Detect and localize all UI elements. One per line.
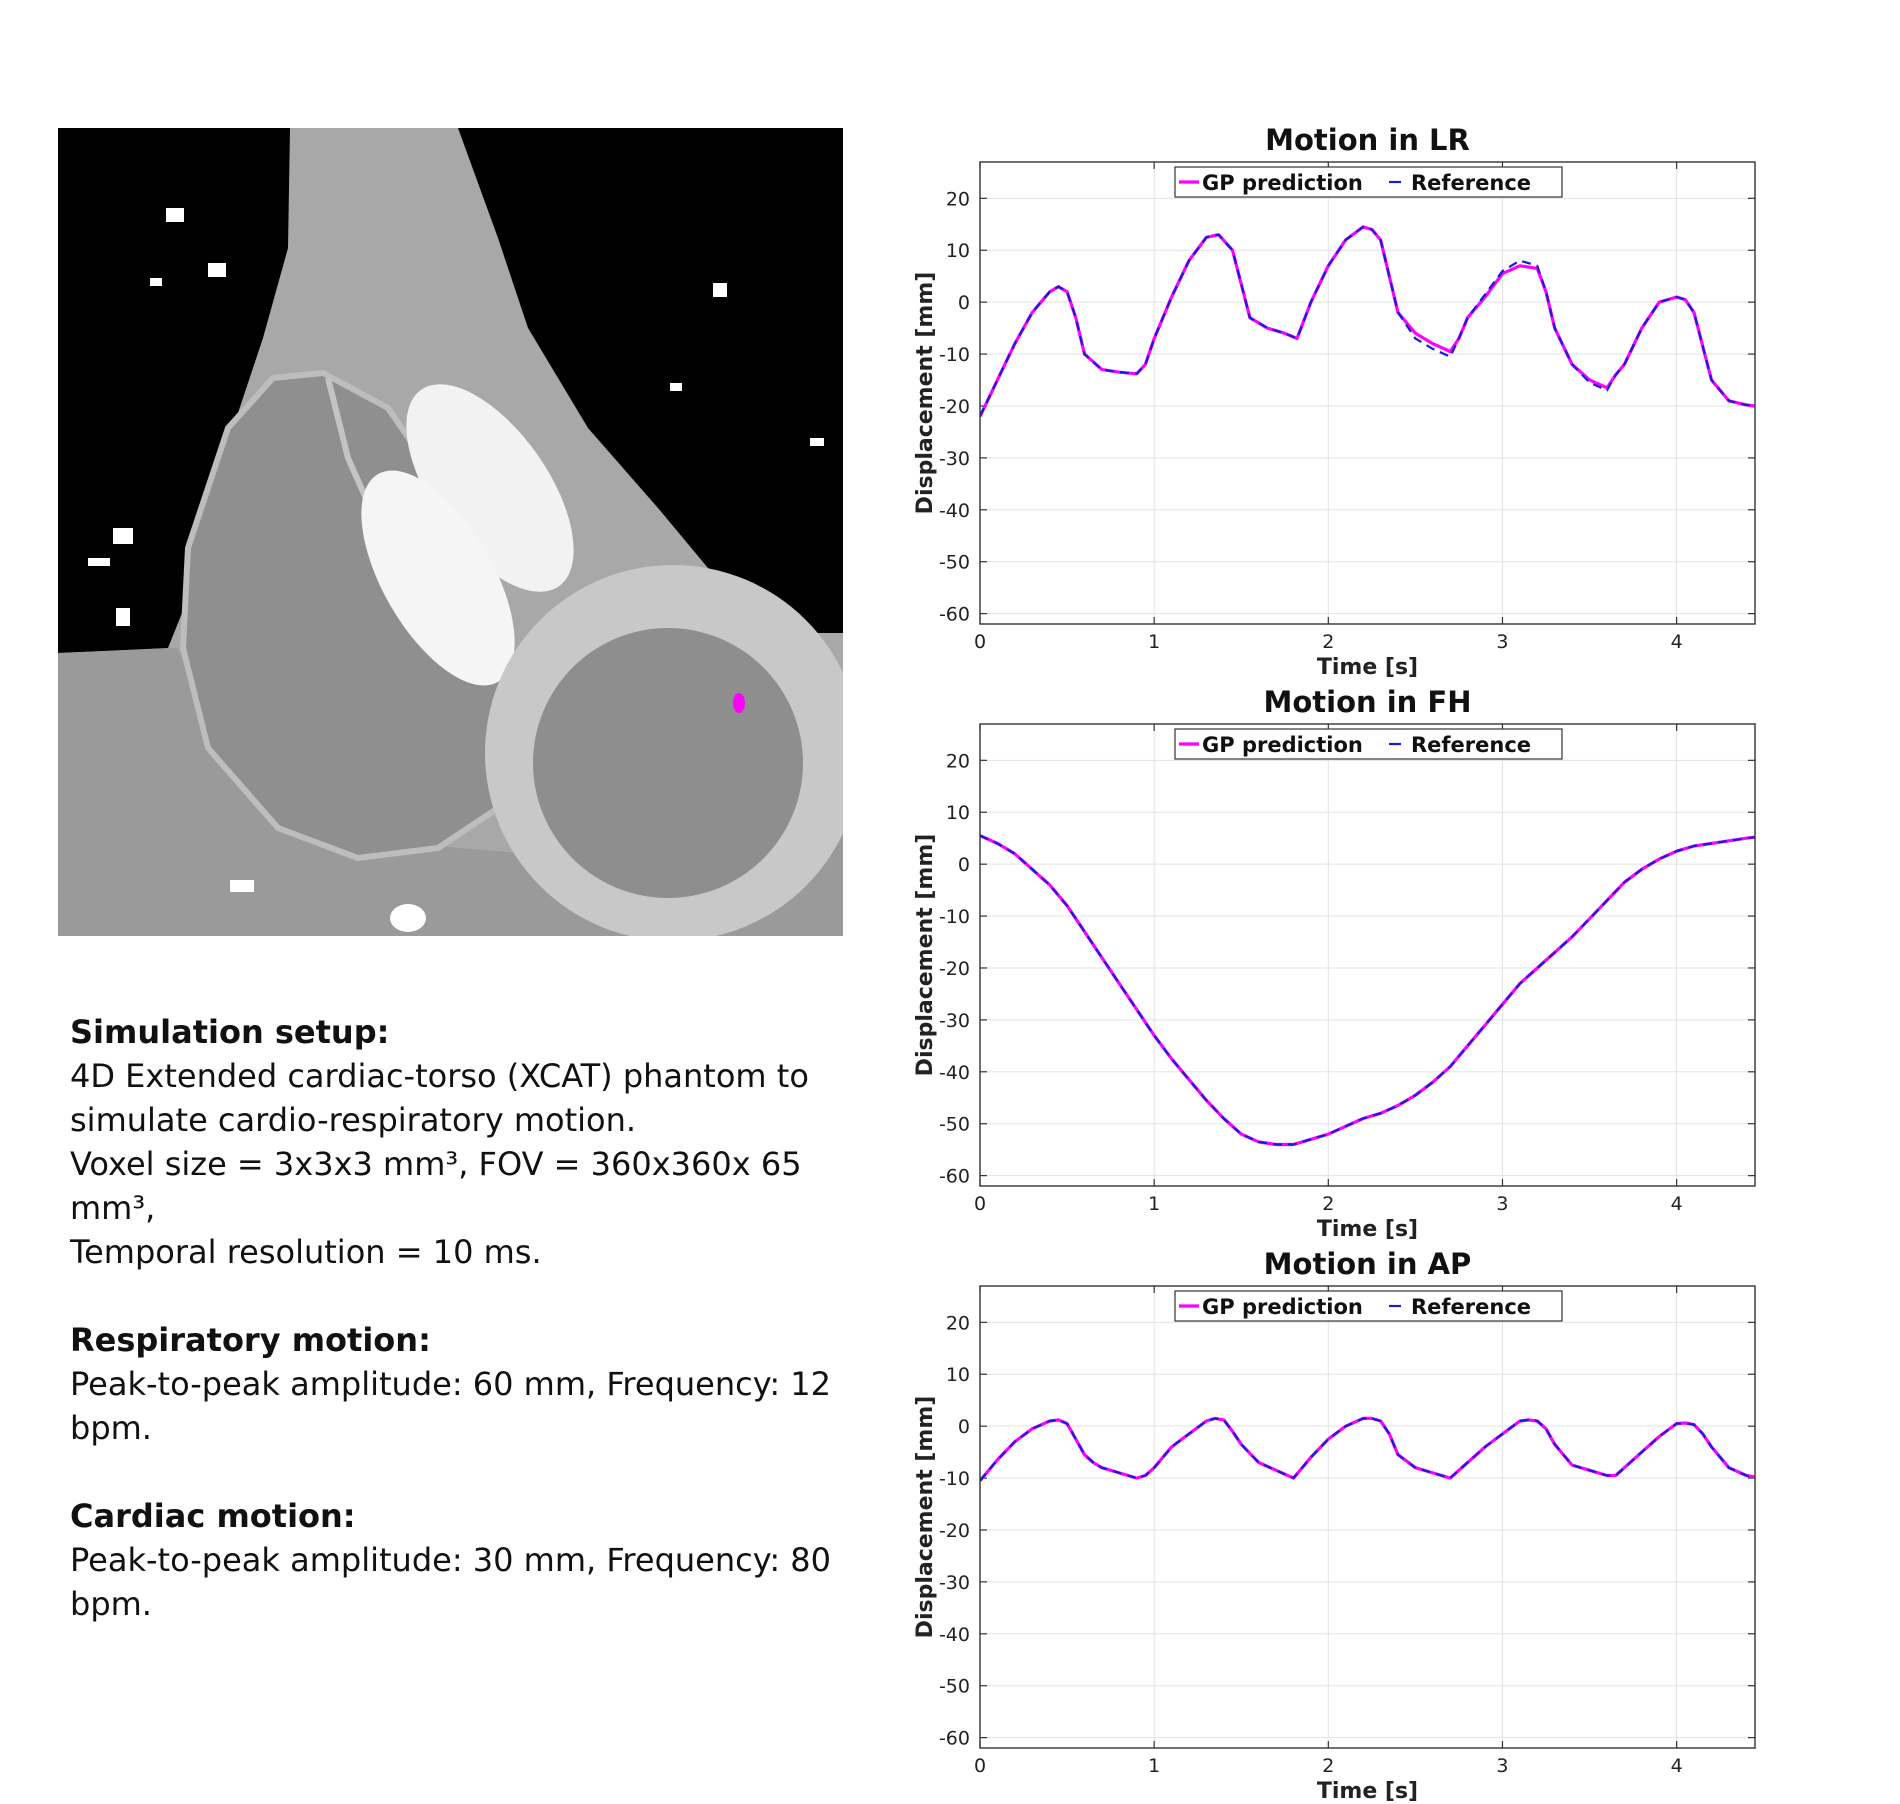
- phantom-speckle: [166, 208, 184, 222]
- phantom-speckle: [230, 880, 254, 892]
- y-tick-label: -30: [939, 1572, 970, 1594]
- x-tick-label: 3: [1496, 1193, 1508, 1215]
- phantom-speckle: [150, 278, 162, 286]
- x-tick-label: 2: [1322, 1193, 1334, 1215]
- legend-label-reference: Reference: [1411, 171, 1531, 195]
- simulation-setup-line: Voxel size = 3x3x3 mm³, FOV = 360x360x 6…: [70, 1145, 802, 1227]
- y-tick-label: 20: [946, 750, 970, 772]
- x-axis-label: Time [s]: [1317, 1779, 1418, 1804]
- axes-box: [979, 723, 1756, 1187]
- legend-label-gp-prediction: GP prediction: [1202, 171, 1363, 195]
- simulation-setup-line: simulate cardio-respiratory motion.: [70, 1101, 637, 1139]
- plot-area: [980, 1286, 1755, 1748]
- phantom-speckle: [88, 558, 110, 566]
- chart-motion-ap: Motion in AP 0 1 2 3 4 20 10 0 -10 -20 -30 -40 -50 -60…: [913, 1247, 1756, 1804]
- axes-box: [979, 161, 1756, 625]
- phantom-vessel-2: [361, 470, 515, 686]
- y-axis-label: Displacement [mm]: [913, 834, 938, 1077]
- y-tick-label: -20: [939, 396, 970, 418]
- series-line-gp-prediction: [980, 834, 1755, 1147]
- chart-motion-lr: Motion in LR 0 1 2 3 4 20 10 0 -10 -20 -30 -40 -50 -60…: [913, 123, 1756, 680]
- y-tick-label: -10: [939, 1468, 970, 1490]
- x-tick-label: 1: [1148, 1193, 1160, 1215]
- simulation-setup-heading: Simulation setup:: [70, 1013, 390, 1051]
- chart-title: Motion in LR: [1265, 123, 1470, 157]
- y-axis-label: Displacement [mm]: [913, 272, 938, 515]
- respiratory-motion-heading: Respiratory motion:: [70, 1321, 431, 1359]
- y-tick-label: -60: [939, 1166, 970, 1188]
- y-tick-label: -40: [939, 500, 970, 522]
- y-tick-label: -10: [939, 344, 970, 366]
- legend-label-reference: Reference: [1411, 1295, 1531, 1319]
- phantom-speckle: [670, 383, 682, 391]
- x-tick-label: 2: [1322, 1755, 1334, 1777]
- y-tick-label: 10: [946, 1364, 970, 1386]
- phantom-speckle: [713, 283, 727, 297]
- legend-label-gp-prediction: GP prediction: [1202, 733, 1363, 757]
- x-tick-label: 0: [974, 1755, 986, 1777]
- x-tick-label: 3: [1496, 631, 1508, 653]
- y-axis-label: Displacement [mm]: [913, 1396, 938, 1639]
- phantom-speckle: [116, 608, 130, 626]
- series-line-reference: [980, 1417, 1755, 1482]
- y-tick-label: 20: [946, 1312, 970, 1334]
- legend-label-reference: Reference: [1411, 733, 1531, 757]
- x-tick-label: 3: [1496, 1755, 1508, 1777]
- xcat-phantom-image: [58, 128, 843, 936]
- y-tick-label: 10: [946, 802, 970, 824]
- chart-motion-fh: Motion in FH 0 1 2 3 4 20 10 0 -10 -20 -30 -40 -50 -60…: [913, 685, 1756, 1242]
- x-tick-label: 4: [1671, 1755, 1683, 1777]
- y-tick-label: -40: [939, 1624, 970, 1646]
- axes-box: [979, 1285, 1756, 1749]
- y-tick-label: -60: [939, 1728, 970, 1750]
- legend-box: [1174, 1290, 1563, 1322]
- cardiac-motion-heading: Cardiac motion:: [70, 1497, 356, 1535]
- plot-area: [980, 162, 1755, 624]
- phantom-speckle: [113, 528, 133, 544]
- legend-box: [1174, 166, 1563, 198]
- x-tick-label: 2: [1322, 631, 1334, 653]
- y-tick-label: -60: [939, 604, 970, 626]
- phantom-speckle: [390, 904, 426, 932]
- chart-title: Motion in FH: [1263, 685, 1471, 719]
- respiratory-motion-line: Peak-to-peak amplitude: 60 mm, Frequency…: [70, 1365, 831, 1447]
- y-tick-label: -30: [939, 1010, 970, 1032]
- y-tick-label: 10: [946, 240, 970, 262]
- phantom-speckle: [810, 438, 824, 446]
- y-tick-label: -40: [939, 1062, 970, 1084]
- y-tick-label: 0: [958, 1416, 970, 1438]
- y-tick-label: -50: [939, 552, 970, 574]
- x-tick-label: 4: [1671, 631, 1683, 653]
- x-axis-label: Time [s]: [1317, 655, 1418, 680]
- phantom-vessel-1: [406, 384, 574, 592]
- y-tick-label: -50: [939, 1114, 970, 1136]
- plot-area: [980, 724, 1755, 1186]
- simulation-setup-line: Temporal resolution = 10 ms.: [70, 1233, 542, 1271]
- y-tick-label: -20: [939, 958, 970, 980]
- x-axis-label: Time [s]: [1317, 1217, 1418, 1242]
- y-tick-label: -30: [939, 448, 970, 470]
- chart-title: Motion in AP: [1264, 1247, 1472, 1281]
- x-tick-label: 1: [1148, 631, 1160, 653]
- simulation-setup-line: 4D Extended cardiac-torso (XCAT) phantom…: [70, 1057, 809, 1095]
- y-tick-label: -50: [939, 1676, 970, 1698]
- y-tick-label: -10: [939, 906, 970, 928]
- phantom-lv-cavity: [533, 628, 803, 898]
- y-tick-label: 20: [946, 188, 970, 210]
- x-tick-label: 4: [1671, 1193, 1683, 1215]
- phantom-speckle: [208, 263, 226, 277]
- series-line-reference: [980, 225, 1755, 417]
- legend-label-gp-prediction: GP prediction: [1202, 1295, 1363, 1319]
- x-tick-label: 1: [1148, 1755, 1160, 1777]
- legend-box: [1174, 728, 1563, 760]
- y-tick-label: 0: [958, 292, 970, 314]
- x-tick-label: 0: [974, 1193, 986, 1215]
- y-tick-label: 0: [958, 854, 970, 876]
- tracked-point-marker: [733, 693, 745, 713]
- setup-description: Simulation setup: 4D Extended cardiac-to…: [70, 1010, 890, 1626]
- y-tick-label: -20: [939, 1520, 970, 1542]
- x-tick-label: 0: [974, 631, 986, 653]
- cardiac-motion-line: Peak-to-peak amplitude: 30 mm, Frequency…: [70, 1541, 831, 1623]
